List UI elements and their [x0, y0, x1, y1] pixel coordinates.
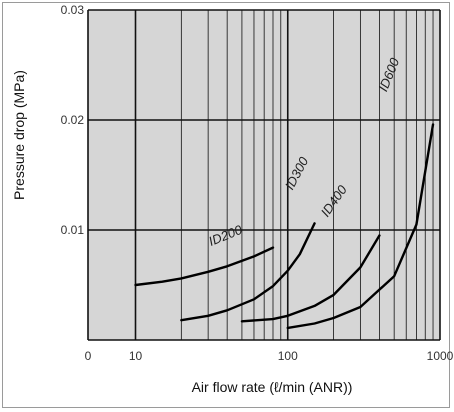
x-tick-label: 100: [278, 349, 298, 363]
x-tick-label: 10: [129, 349, 143, 363]
x-tick-label: 1000: [427, 349, 454, 363]
y-tick-label: 0.02: [61, 113, 85, 127]
x-axis-label: Air flow rate (ℓ/min (ANR)): [192, 379, 353, 395]
y-tick-label: 0.01: [61, 223, 85, 237]
y-tick-label: 0.03: [61, 3, 85, 17]
x-tick-label: 0: [85, 349, 92, 363]
y-axis-label: Pressure drop (MPa): [11, 70, 27, 200]
